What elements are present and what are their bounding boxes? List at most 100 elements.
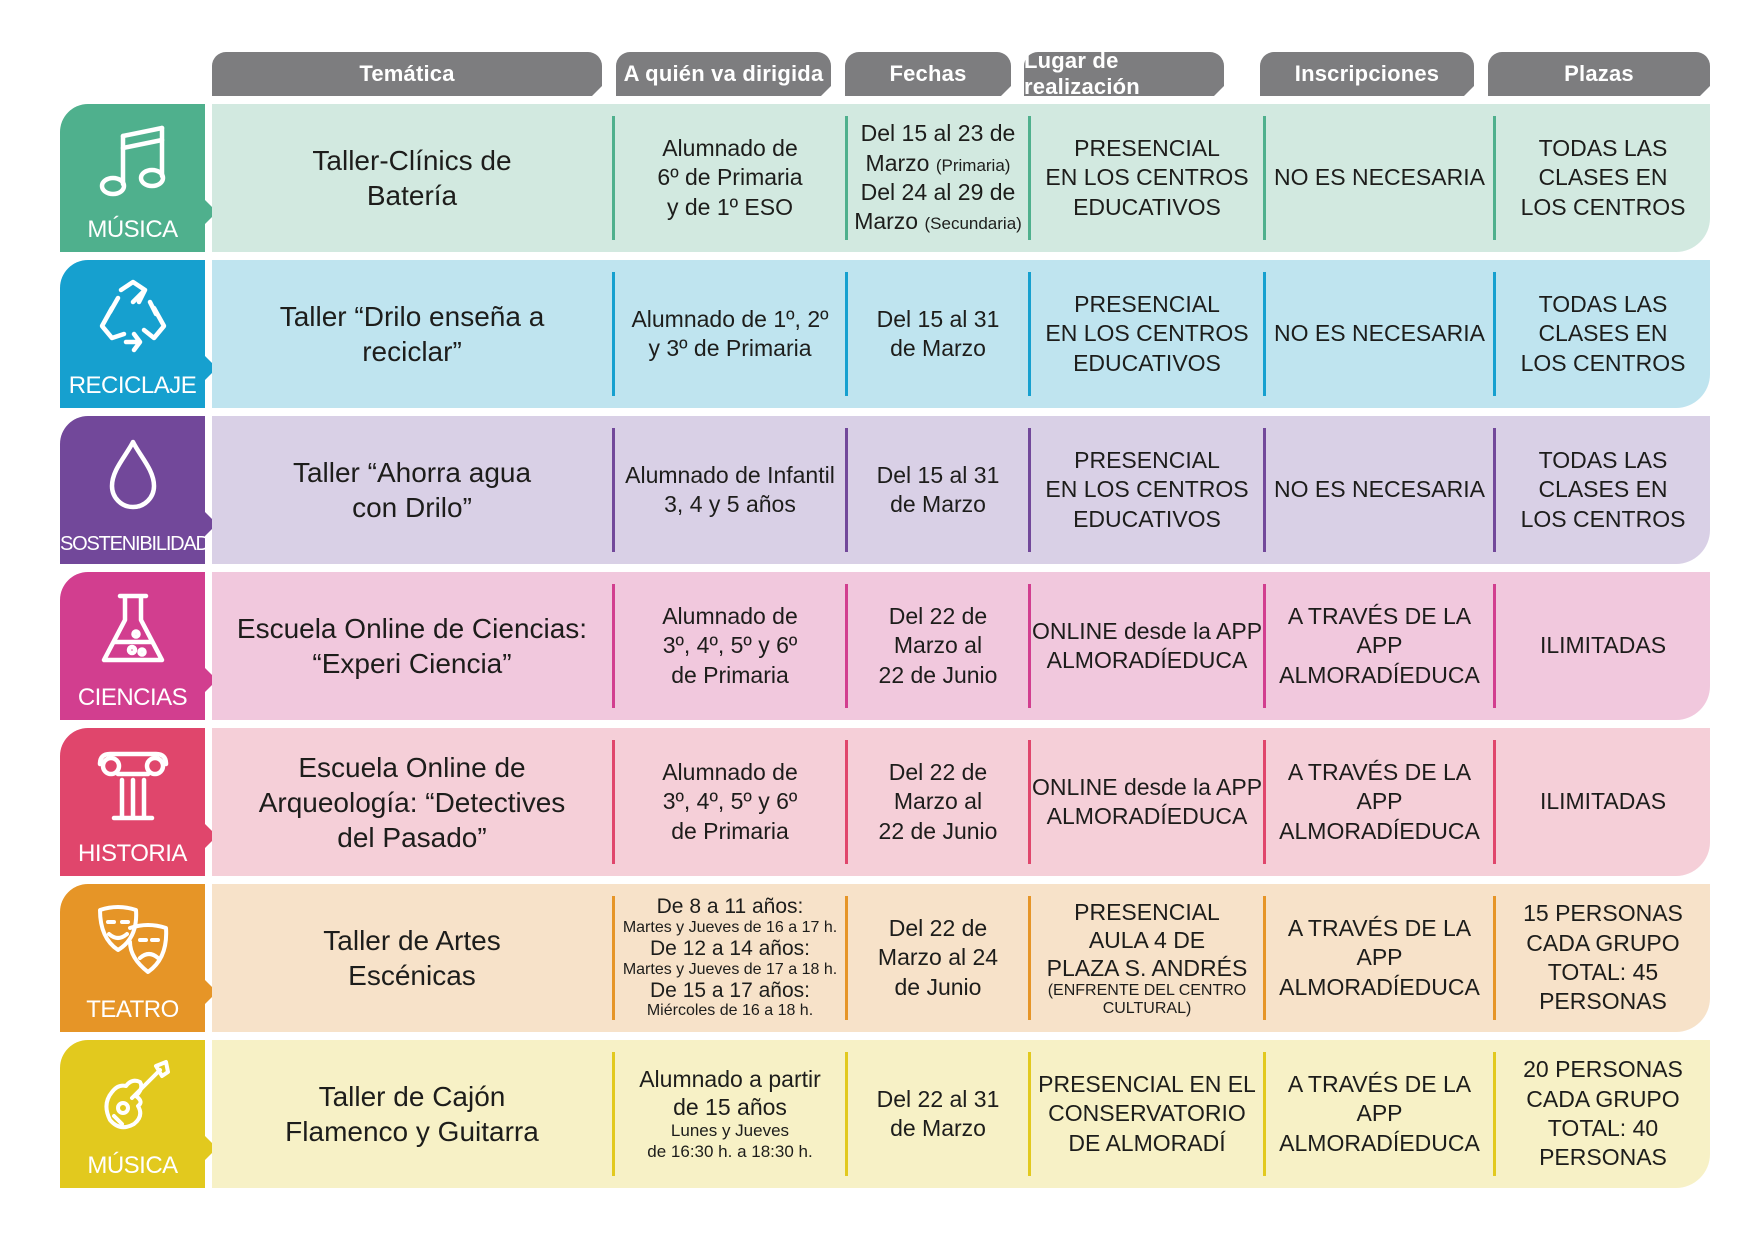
plazas-line: TODAS LAS bbox=[1538, 446, 1668, 473]
column-separator bbox=[845, 1052, 848, 1176]
dirigida-line: 3º, 4º, 5º y 6º bbox=[662, 788, 798, 815]
column-separator bbox=[1493, 740, 1496, 864]
title-line: con Drilo” bbox=[352, 492, 472, 523]
fechas-line: Del 22 al 31 bbox=[876, 1085, 1000, 1112]
title-line: Escuela Online de bbox=[298, 751, 526, 783]
fechas-cell: Del 22 de Marzo al 22 de Junio bbox=[848, 572, 1028, 720]
column-separator bbox=[1263, 428, 1266, 552]
column-separator bbox=[845, 584, 848, 708]
activity-row-sostenibilidad: SOSTENIBILIDAD Taller “Ahorra agua con D… bbox=[60, 416, 1710, 564]
dirigida-line: y 3º de Primaria bbox=[648, 335, 812, 361]
lugar-line: PRESENCIAL bbox=[1074, 446, 1220, 473]
group-schedule: Martes y Jueves de 17 a 18 h. bbox=[622, 960, 838, 978]
plazas-line: TODAS LAS bbox=[1538, 290, 1668, 317]
plazas-line: CLASES EN bbox=[1538, 320, 1668, 347]
lugar-line: PRESENCIAL bbox=[1074, 290, 1220, 317]
plazas-line: TOTAL: 45 bbox=[1547, 959, 1659, 985]
fechas-line: 22 de Junio bbox=[878, 661, 998, 688]
inscripciones-line: NO ES NECESARIA bbox=[1274, 164, 1485, 191]
title-line: “Experi Ciencia” bbox=[312, 648, 512, 679]
dirigida-line: 3º, 4º, 5º y 6º bbox=[662, 632, 798, 659]
plazas-cell: 20 PERSONAS CADA GRUPO TOTAL: 40 PERSONA… bbox=[1496, 1040, 1710, 1188]
plazas-line: 20 PERSONAS bbox=[1523, 1056, 1683, 1083]
column-separator bbox=[612, 428, 615, 552]
inscripciones-line: A TRAVÉS DE LA APP bbox=[1287, 758, 1472, 815]
inscripciones-line: ALMORADÍEDUCA bbox=[1279, 817, 1480, 844]
group-age: De 15 a 17 años: bbox=[650, 978, 810, 1002]
title-line: Taller “Ahorra agua bbox=[292, 457, 532, 488]
fechas-cell: Del 15 al 31 de Marzo bbox=[848, 260, 1028, 408]
activity-row-musica: MÚSICA Taller-Clínics de Batería Alumnad… bbox=[60, 104, 1710, 252]
dirigida-line: y de 1º ESO bbox=[666, 193, 794, 220]
activity-band: Escuela Online de Ciencias: “Experi Cien… bbox=[212, 572, 1710, 720]
lugar-line: EN LOS CENTROS bbox=[1045, 320, 1249, 347]
ionic-column-icon bbox=[97, 751, 169, 821]
column-separator bbox=[1493, 1052, 1496, 1176]
column-separator bbox=[845, 272, 848, 396]
column-separator bbox=[612, 896, 615, 1020]
column-separator bbox=[845, 428, 848, 552]
column-separator bbox=[1263, 896, 1266, 1020]
title-cell: Taller “Drilo enseña a reciclar” bbox=[212, 260, 612, 408]
fechas-line: Del 15 al 23 de bbox=[860, 120, 1016, 147]
inscripciones-line: NO ES NECESARIA bbox=[1274, 476, 1485, 503]
guitar-icon bbox=[104, 1060, 170, 1130]
dirigida-schedule: de 16:30 h. a 18:30 h. bbox=[647, 1141, 813, 1161]
column-separator bbox=[1263, 584, 1266, 708]
inscripciones-cell: NO ES NECESARIA bbox=[1266, 104, 1493, 252]
plazas-line: TODAS LAS bbox=[1538, 134, 1668, 161]
dirigida-line: Alumnado de bbox=[662, 134, 798, 161]
lugar-cell: PRESENCIAL EN LOS CENTROS EDUCATIVOS bbox=[1031, 260, 1263, 408]
title-cell: Taller de Cajón Flamenco y Guitarra bbox=[212, 1040, 612, 1188]
category-label: HISTORIA bbox=[78, 840, 187, 867]
header-fechas: Fechas bbox=[845, 52, 1011, 96]
fechas-cell: Del 15 al 23 de Marzo (Primaria) Del 24 … bbox=[848, 104, 1028, 252]
fechas-line: Del 15 al 31 bbox=[876, 305, 1000, 332]
inscripciones-cell: A TRAVÉS DE LA APP ALMORADÍEDUCA bbox=[1266, 728, 1493, 876]
dirigida-cell: Alumnado de 1º, 2º y 3º de Primaria bbox=[615, 260, 845, 408]
column-separator bbox=[1263, 1052, 1266, 1176]
title-cell: Taller de Artes Escénicas bbox=[212, 884, 612, 1032]
fechas-cell: Del 22 de Marzo al 22 de Junio bbox=[848, 728, 1028, 876]
lugar-line: EN LOS CENTROS bbox=[1045, 476, 1249, 503]
column-separator bbox=[845, 740, 848, 864]
plazas-line: CADA GRUPO bbox=[1526, 1085, 1680, 1112]
lugar-cell: ONLINE desde la APP ALMORADÍEDUCA bbox=[1031, 572, 1263, 720]
group-schedule: Miércoles de 16 a 18 h. bbox=[646, 1002, 814, 1020]
category-tile-musica-guitarra: MÚSICA bbox=[60, 1040, 217, 1188]
column-separator bbox=[1263, 116, 1266, 240]
plazas-cell: 15 PERSONAS CADA GRUPO TOTAL: 45 PERSONA… bbox=[1496, 884, 1710, 1032]
plazas-line: ILIMITADAS bbox=[1539, 632, 1667, 659]
dirigida-line: de Primaria bbox=[671, 817, 789, 844]
fechas-line: Marzo bbox=[865, 149, 930, 176]
dirigida-cell: Alumnado de 3º, 4º, 5º y 6º de Primaria bbox=[615, 572, 845, 720]
plazas-line: LOS CENTROS bbox=[1520, 193, 1686, 220]
title-cell: Taller-Clínics de Batería bbox=[212, 104, 612, 252]
fechas-line: Del 22 de bbox=[888, 758, 988, 785]
title-line: reciclar” bbox=[362, 336, 462, 367]
activity-band: Taller “Ahorra agua con Drilo” Alumnado … bbox=[212, 416, 1710, 564]
title-line: Escénicas bbox=[348, 960, 476, 991]
inscripciones-cell: NO ES NECESARIA bbox=[1266, 416, 1493, 564]
column-separator bbox=[612, 116, 615, 240]
category-label: RECICLAJE bbox=[68, 372, 197, 399]
lugar-line: DE ALMORADÍ bbox=[1068, 1129, 1226, 1156]
fechas-line: Marzo bbox=[854, 208, 919, 235]
column-separator bbox=[1028, 428, 1031, 552]
activity-band: Taller de Cajón Flamenco y Guitarra Alum… bbox=[212, 1040, 1710, 1188]
lugar-line: CONSERVATORIO bbox=[1048, 1100, 1246, 1127]
inscripciones-cell: A TRAVÉS DE LA APP ALMORADÍEDUCA bbox=[1266, 1040, 1493, 1188]
title-line: del Pasado” bbox=[337, 821, 487, 853]
dirigida-line: 3, 4 y 5 años bbox=[664, 491, 796, 517]
fechas-line: Del 15 al 31 bbox=[876, 461, 1000, 488]
inscripciones-line: A TRAVÉS DE LA APP bbox=[1287, 914, 1472, 971]
fechas-line: de Junio bbox=[894, 973, 982, 1000]
dirigida-cell: De 8 a 11 años: Martes y Jueves de 16 a … bbox=[615, 884, 845, 1032]
fechas-line: de Marzo bbox=[890, 1115, 986, 1141]
activity-row-teatro: TEATRO Taller de Artes Escénicas De 8 a … bbox=[60, 884, 1710, 1032]
column-separator bbox=[845, 116, 848, 240]
title-line: Taller de Cajón bbox=[318, 1081, 506, 1112]
column-separator bbox=[612, 272, 615, 396]
inscripciones-line: ALMORADÍEDUCA bbox=[1279, 973, 1480, 1000]
plazas-line: CADA GRUPO bbox=[1526, 929, 1680, 956]
